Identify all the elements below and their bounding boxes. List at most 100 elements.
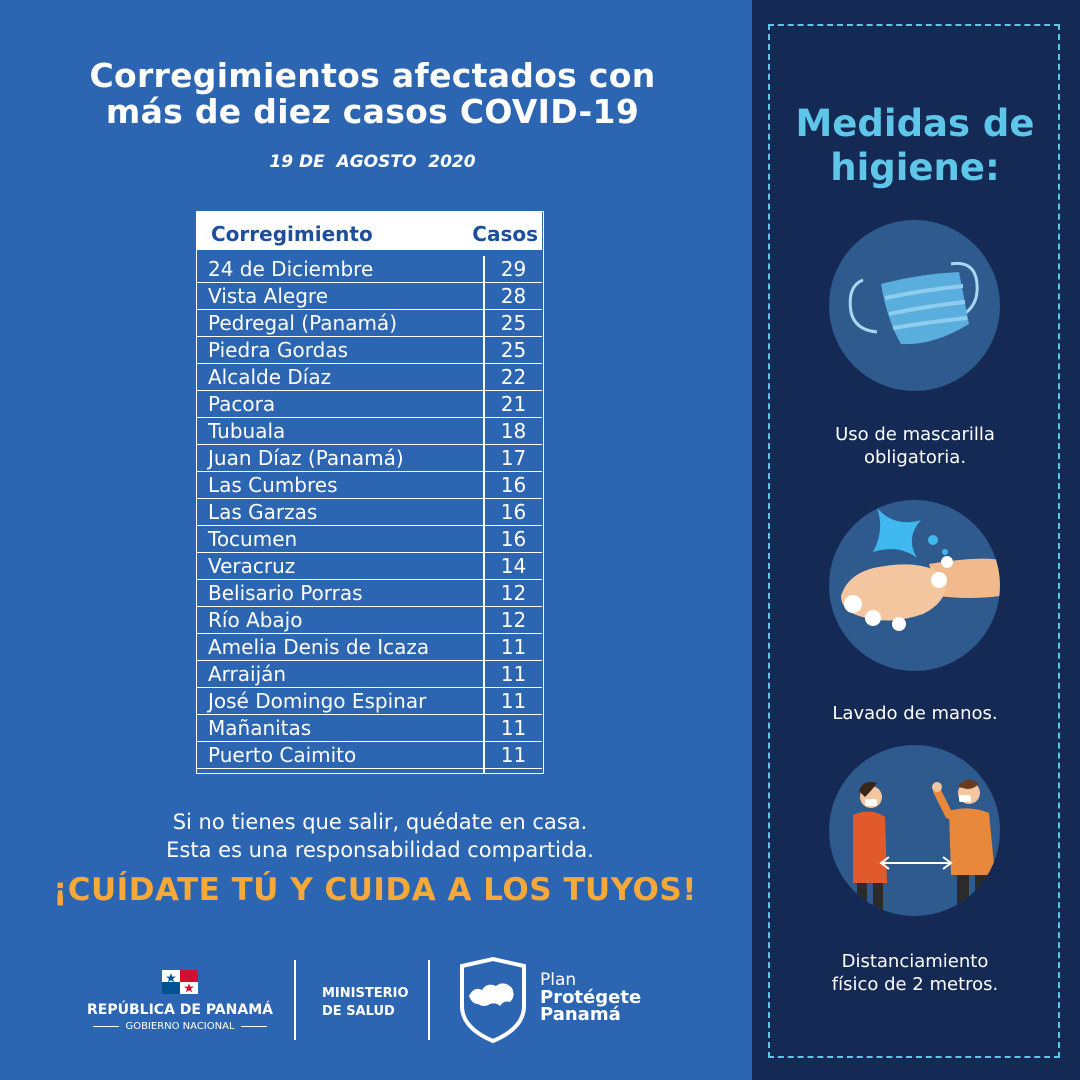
distancing-caption-line-1: Distanciamiento	[841, 951, 989, 972]
table-row: Belisario Porras 12	[197, 580, 542, 607]
corregimiento-name: Piedra Gordas	[208, 338, 348, 362]
table-row: Pedregal (Panamá) 25	[197, 310, 542, 337]
table-row: Puerto Caimito 11	[197, 742, 542, 769]
corregimiento-name: Puerto Caimito	[208, 743, 357, 767]
table-row: Juan Díaz (Panamá) 17	[197, 445, 542, 472]
page-title: Corregimientos afectados con más de diez…	[40, 58, 705, 130]
casos-value: 21	[500, 392, 527, 416]
casos-value: 12	[500, 581, 527, 605]
corregimiento-name: Río Abajo	[208, 608, 303, 632]
casos-value: 11	[500, 662, 527, 686]
casos-value: 29	[500, 257, 527, 281]
face-mask-icon	[829, 220, 1000, 391]
corregimiento-name: Tocumen	[208, 527, 298, 551]
hygiene-title-line-1: Medidas de	[795, 102, 1035, 145]
hygiene-title: Medidas de higiene:	[770, 102, 1060, 190]
footer-divider-2	[428, 960, 430, 1040]
corregimiento-name: Juan Díaz (Panamá)	[208, 446, 404, 470]
corregimiento-name: 24 de Diciembre	[208, 257, 374, 281]
casos-value: 25	[500, 311, 527, 335]
table-row: Piedra Gordas 25	[197, 337, 542, 364]
casos-value: 16	[500, 473, 527, 497]
casos-value: 17	[500, 446, 527, 470]
slogan: ¡CUÍDATE TÚ Y CUIDA A LOS TUYOS!	[53, 872, 697, 908]
casos-value: 28	[500, 284, 527, 308]
casos-value: 11	[500, 743, 527, 767]
message-line-2: Esta es una responsabilidad compartida.	[166, 838, 594, 862]
plan-line-2: Protégete	[540, 987, 642, 1008]
table-row: Amelia Denis de Icaza 11	[197, 634, 542, 661]
shield-logo-icon	[460, 956, 526, 1044]
table-row: 24 de Diciembre 29	[197, 256, 542, 283]
table-row: Tocumen 16	[197, 526, 542, 553]
casos-value: 18	[500, 419, 527, 443]
corregimiento-name: Las Garzas	[208, 500, 318, 524]
plan-line-1: Plan	[540, 970, 577, 990]
corregimiento-name: Pacora	[208, 392, 276, 416]
table-row: Pacora 21	[197, 391, 542, 418]
corregimiento-name: Vista Alegre	[208, 284, 328, 308]
column-divider	[483, 256, 485, 773]
corregimiento-name: Veracruz	[208, 554, 296, 578]
corregimiento-name: José Domingo Espinar	[208, 689, 427, 713]
header-casos: Casos	[472, 222, 538, 246]
casos-value: 14	[500, 554, 527, 578]
footer-divider-1	[294, 960, 296, 1040]
table-header: Corregimiento Casos	[197, 212, 542, 250]
title-line-1: Corregimientos afectados con	[89, 56, 656, 95]
table-row: Veracruz 14	[197, 553, 542, 580]
corregimiento-name: Arraiján	[208, 662, 287, 686]
casos-value: 16	[500, 500, 527, 524]
mask-caption-line-2: obligatoria.	[863, 447, 967, 468]
gobierno-label: GOBIERNO NACIONAL	[60, 1021, 300, 1032]
ministerio-line-1: MINISTERIO	[322, 986, 409, 1001]
casos-value: 16	[500, 527, 527, 551]
table-row: Río Abajo 12	[197, 607, 542, 634]
table-row: Las Cumbres 16	[197, 472, 542, 499]
plan-logo-text: Plan Protégete Panamá	[540, 970, 642, 1025]
table-row: Alcalde Díaz 22	[197, 364, 542, 391]
mask-caption-line-1: Uso de mascarilla	[835, 424, 995, 445]
table-row: Mañanitas 11	[197, 715, 542, 742]
message-line-1: Si no tienes que salir, quédate en casa.	[172, 810, 588, 834]
dashed-border	[768, 24, 1060, 1058]
social-distancing-icon	[829, 745, 1000, 916]
distancing-caption: Distanciamiento físico de 2 metros.	[770, 950, 1060, 996]
hand-washing-icon	[829, 500, 1000, 671]
casos-value: 11	[500, 716, 527, 740]
casos-value: 25	[500, 338, 527, 362]
casos-value: 11	[500, 689, 527, 713]
handwash-caption-line-1: Lavado de manos.	[832, 703, 998, 724]
title-line-2: más de diez casos COVID-19	[105, 92, 640, 131]
plan-line-3: Panamá	[540, 1004, 621, 1025]
handwash-caption: Lavado de manos.	[770, 702, 1060, 725]
gobierno-text: GOBIERNO NACIONAL	[125, 1021, 235, 1032]
casos-value: 11	[500, 635, 527, 659]
ministerio-label: MINISTERIO DE SALUD	[322, 985, 409, 1021]
table-row: Las Garzas 16	[197, 499, 542, 526]
table-row: José Domingo Espinar 11	[197, 688, 542, 715]
header-corregimiento: Corregimiento	[211, 222, 373, 246]
corregimiento-name: Mañanitas	[208, 716, 312, 740]
table-row: Tubuala 18	[197, 418, 542, 445]
corregimiento-name: Tubuala	[208, 419, 286, 443]
table-row: Vista Alegre 28	[197, 283, 542, 310]
corregimiento-name: Las Cumbres	[208, 473, 338, 497]
corregimiento-name: Alcalde Díaz	[208, 365, 332, 389]
republica-label: REPÚBLICA DE PANAMÁ	[87, 1002, 273, 1018]
cases-panel	[0, 0, 752, 1080]
report-date: 19 DE AGOSTO 2020	[269, 152, 476, 172]
distancing-caption-line-2: físico de 2 metros.	[831, 974, 999, 995]
cases-table: Corregimiento Casos 24 de Diciembre 29 Vis…	[196, 211, 544, 774]
ministerio-line-2: DE SALUD	[322, 1004, 395, 1019]
corregimiento-name: Amelia Denis de Icaza	[208, 635, 430, 659]
corregimiento-name: Belisario Porras	[208, 581, 363, 605]
mask-caption: Uso de mascarilla obligatoria.	[770, 423, 1060, 469]
casos-value: 22	[500, 365, 527, 389]
hygiene-title-line-2: higiene:	[830, 146, 1000, 189]
corregimiento-name: Pedregal (Panamá)	[208, 311, 397, 335]
table-row: Arraiján 11	[197, 661, 542, 688]
panama-flag-icon	[162, 970, 198, 994]
casos-value: 12	[500, 608, 527, 632]
